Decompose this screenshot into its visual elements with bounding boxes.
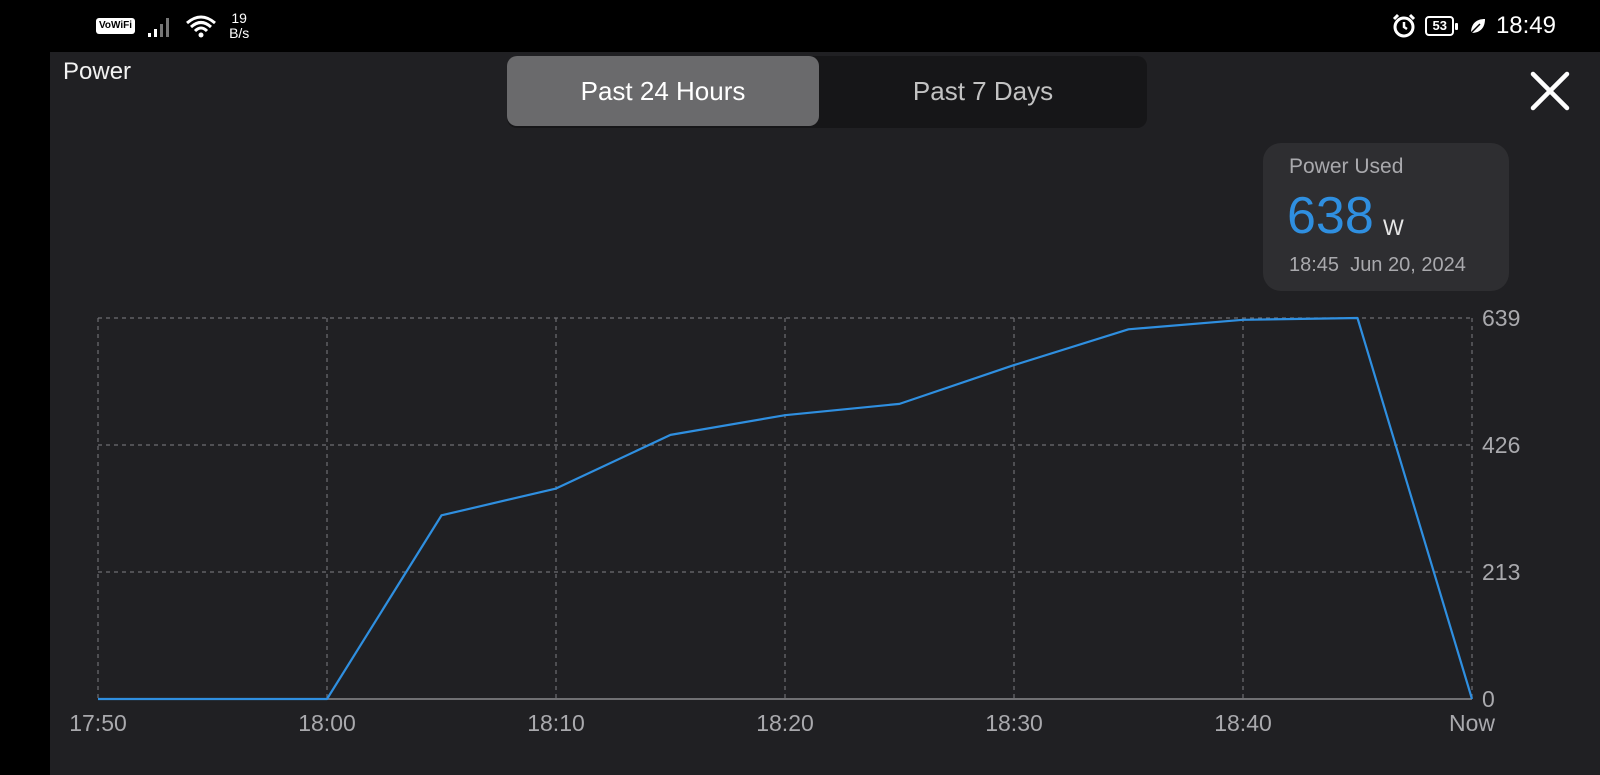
tooltip-time: 18:45 — [1289, 254, 1340, 276]
status-right: 53 18:49 — [1391, 8, 1556, 44]
x-tick-label: 17:50 — [69, 710, 127, 736]
x-tick-label: 18:20 — [756, 710, 814, 736]
x-tick-label: 18:00 — [298, 710, 356, 736]
y-tick-label: 213 — [1482, 559, 1520, 585]
power-chart: 0 213 426 639 17:50 18:00 18:10 18:20 18:30 18:4… — [69, 305, 1520, 736]
tooltip-label: Power Used — [1289, 155, 1404, 178]
x-tick-label: 18:40 — [1214, 710, 1272, 736]
network-speed-value: 19 — [231, 10, 247, 26]
power-panel: Power Past 24 Hours Past 7 Days 0 213 426 6… — [50, 52, 1600, 775]
wifi-icon — [186, 15, 217, 38]
chart-x-tick-labels: 17:50 18:00 18:10 18:20 18:30 18:40 Now — [69, 710, 1495, 736]
alarm-icon — [1393, 13, 1416, 38]
y-tick-label: 426 — [1482, 432, 1520, 458]
x-tick-label: 18:10 — [527, 710, 585, 736]
tooltip-value: 638 — [1287, 187, 1374, 245]
chart-y-tick-labels: 0 213 426 639 — [1482, 305, 1520, 712]
status-clock: 18:49 — [1495, 12, 1556, 39]
chart-grid — [97, 317, 1473, 699]
tab-past-24-hours[interactable]: Past 24 Hours — [507, 56, 819, 126]
power-series-line — [98, 316, 1474, 701]
status-left: VoWiFi 19 B/s — [96, 8, 249, 44]
page-title: Power — [63, 58, 132, 85]
y-tick-label: 0 — [1482, 686, 1495, 712]
battery-indicator: 53 — [1425, 16, 1459, 36]
tab-past-7-days[interactable]: Past 7 Days — [912, 75, 1054, 106]
tooltip-date: Jun 20, 2024 — [1350, 254, 1466, 276]
tooltip-timestamp: 18:45 Jun 20, 2024 — [1289, 254, 1466, 277]
x-tick-label: Now — [1449, 710, 1495, 736]
y-tick-label: 639 — [1482, 305, 1520, 331]
leaf-icon — [1470, 19, 1485, 34]
tooltip-unit: W — [1383, 215, 1404, 240]
power-tooltip: Power Used 638 W 18:45 Jun 20, 2024 — [1263, 143, 1509, 291]
close-icon[interactable] — [1525, 66, 1575, 116]
x-tick-label: 18:30 — [985, 710, 1043, 736]
network-speed-unit: B/s — [229, 25, 250, 41]
network-speed: 19 B/s — [229, 11, 249, 41]
signal-icon — [148, 18, 170, 37]
time-range-tabs: Past 24 Hours Past 7 Days — [507, 56, 1147, 128]
status-bar: VoWiFi 19 B/s 53 18:49 — [0, 0, 1600, 52]
vowifi-badge: VoWiFi — [96, 18, 136, 34]
